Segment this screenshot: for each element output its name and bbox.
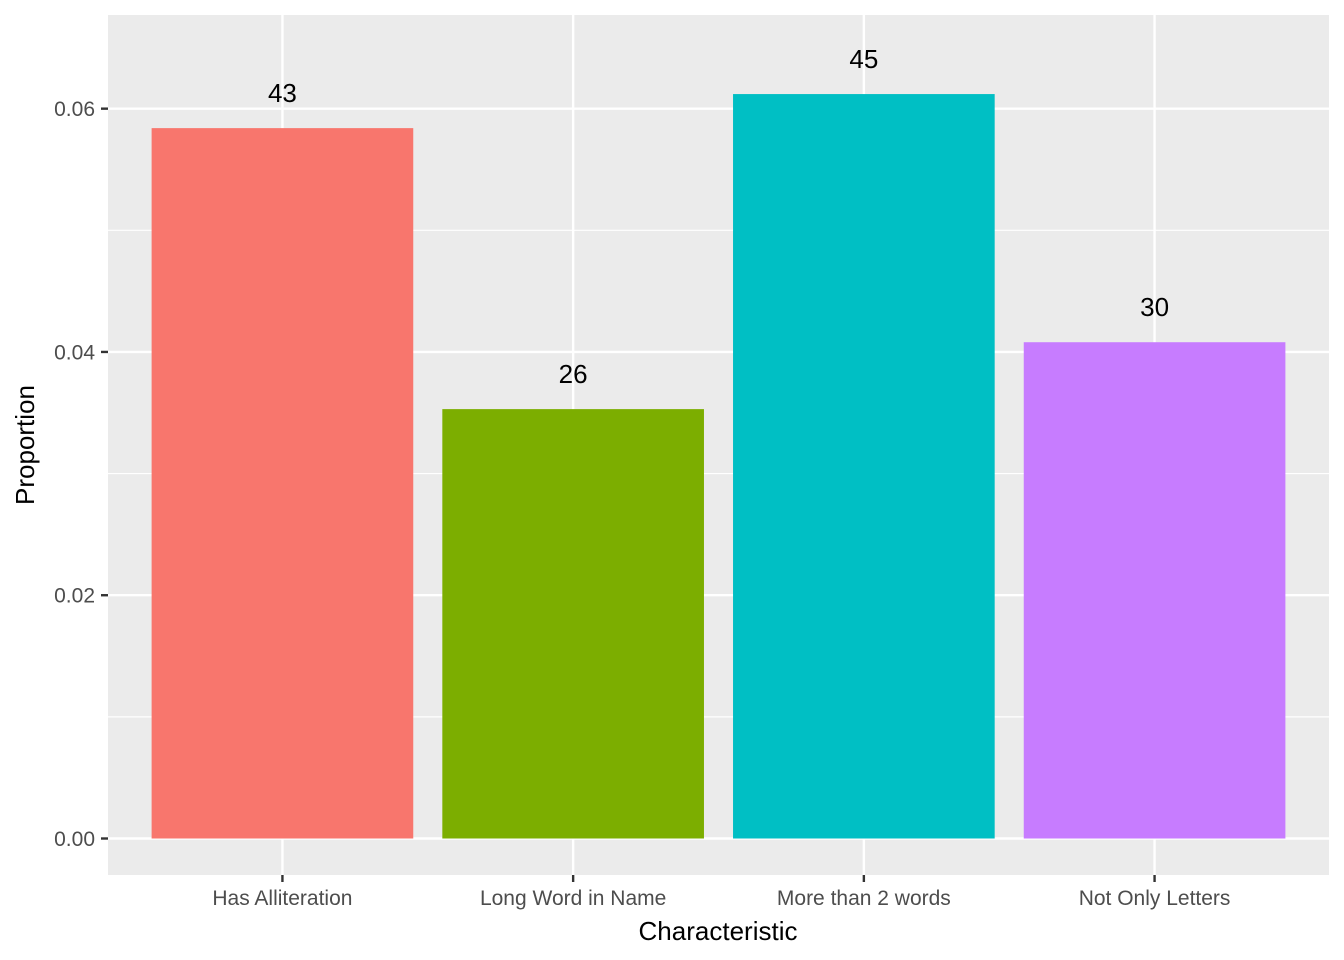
bar-value-label: 30 <box>1140 292 1169 322</box>
x-axis-title: Characteristic <box>639 916 798 946</box>
y-axis-title: Proportion <box>10 385 40 505</box>
x-tick-label: More than 2 words <box>777 887 951 910</box>
bar <box>151 128 414 839</box>
bar-value-label: 26 <box>559 359 588 389</box>
y-tick-label: 0.06 <box>54 98 95 121</box>
bar <box>1023 342 1286 839</box>
x-tick-label: Not Only Letters <box>1079 887 1231 910</box>
data-labels-group: 43 26 45 30 <box>268 44 1169 389</box>
y-tick-label: 0.02 <box>54 585 95 608</box>
bar-value-label: 43 <box>268 78 297 108</box>
x-axis: Has Alliteration Long Word in Name More th… <box>212 875 1230 910</box>
x-tick-label: Has Alliteration <box>212 887 352 910</box>
y-tick-label: 0.04 <box>54 341 95 364</box>
y-axis: 0.00 0.02 0.04 0.06 <box>54 98 108 851</box>
bar <box>733 94 995 839</box>
y-tick-label: 0.00 <box>54 828 95 851</box>
bars-group <box>151 94 1286 839</box>
x-tick-label: Long Word in Name <box>480 887 666 910</box>
bar-value-label: 45 <box>849 44 878 74</box>
bar <box>442 409 704 839</box>
